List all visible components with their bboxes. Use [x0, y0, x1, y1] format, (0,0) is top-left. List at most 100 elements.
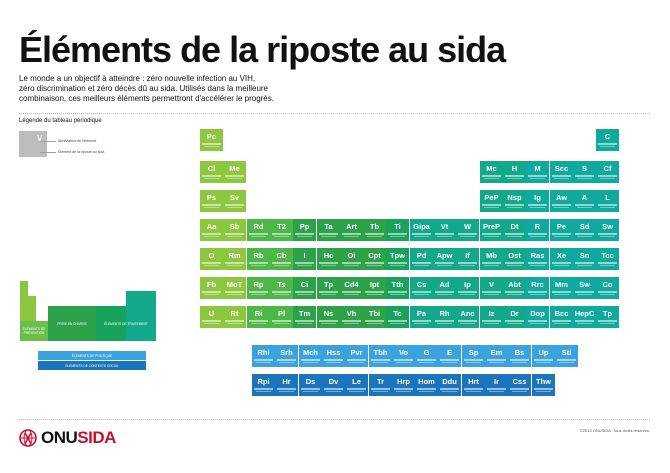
element-name-line [227, 207, 242, 209]
element-cell: Bcc [550, 306, 573, 328]
element-name-line [204, 207, 219, 209]
element-cell: Le [345, 374, 368, 396]
element-cell: Rpi [252, 374, 275, 396]
element-symbol: Hss [326, 348, 341, 357]
element-name-line [510, 388, 529, 390]
element-symbol: Sti [561, 348, 572, 357]
element-name-line [487, 359, 506, 361]
element-symbol: Sw [579, 280, 590, 289]
element-name-line [365, 233, 384, 235]
element-name-line [489, 362, 504, 364]
element-symbol: Me [229, 164, 240, 173]
element-symbol: M [534, 164, 541, 173]
element-name-line [460, 294, 475, 296]
element-name-line [249, 233, 268, 235]
element-cell: Pd [410, 248, 433, 270]
mini-block-social: ÉLÉMENTS DE CONTEXTE SOCIAL [38, 361, 146, 370]
element-name-line [394, 388, 413, 390]
element-symbol: Ti [394, 222, 401, 231]
element-name-line [347, 388, 366, 390]
element-name-line [254, 359, 273, 361]
element-cell: Ig [526, 190, 549, 212]
element-cell: Cs [410, 277, 433, 299]
mini-label-treatment: ÉLÉMENTS DE TRAITEMENT [104, 321, 148, 326]
element-name-line [326, 391, 341, 393]
onusida-logo: ONUSIDA [19, 428, 116, 448]
element-cell: Rt [223, 306, 246, 328]
element-name-line [202, 320, 221, 322]
element-name-line [204, 236, 219, 238]
element-name-line [530, 323, 545, 325]
element-cell: Em [485, 345, 508, 367]
element-cell: Pe [550, 219, 573, 241]
element-cell: Thw [532, 374, 555, 396]
element-cell: If [456, 248, 479, 270]
mini-block-treatment: ÉLÉMENTS DE TRAITEMENT [96, 306, 156, 341]
element-name-line [484, 236, 499, 238]
element-cell: Tbi [363, 306, 386, 328]
intro-line: Le monde a un objectif à atteindre : zér… [19, 74, 256, 83]
element-name-line [326, 362, 341, 364]
element-name-line [557, 359, 576, 361]
element-name-line [277, 359, 296, 361]
element-symbol: Cpt [368, 251, 381, 260]
element-symbol: Tb [369, 222, 380, 231]
element-name-line [225, 204, 244, 206]
element-name-line [437, 236, 452, 238]
element-name-line [505, 175, 524, 177]
element-symbol: Pl [277, 309, 286, 318]
element-name-line [554, 236, 569, 238]
copyright: ©2013 ONUSIDA. Tous droits réservés. [579, 428, 650, 433]
mini-block-prevention: ÉLÉMENTS DE PRÉVENTION [20, 321, 48, 341]
element-name-line [435, 233, 454, 235]
element-name-line [512, 362, 527, 364]
element-cell: M [526, 161, 549, 183]
element-name-line [319, 320, 338, 322]
element-name-line [297, 265, 312, 267]
element-cell: Tpw [386, 248, 409, 270]
element-symbol: Sw [602, 222, 613, 231]
element-name-line [342, 262, 361, 264]
element-name-line [507, 265, 522, 267]
element-symbol: Dop [530, 309, 545, 318]
element-name-line [437, 265, 452, 267]
element-symbol: R [534, 222, 541, 231]
element-cell: Mm [550, 277, 573, 299]
element-cell: Sn [573, 248, 596, 270]
element-name-line [482, 291, 501, 293]
element-cell: Ti [386, 219, 409, 241]
element-name-line [279, 362, 294, 364]
element-symbol: Ras [530, 251, 545, 260]
element-name-line [297, 294, 312, 296]
element-name-line [274, 265, 289, 267]
element-symbol: Rm [228, 251, 241, 260]
element-name-line [419, 362, 434, 364]
element-cell: Ta [317, 219, 340, 241]
element-name-line [534, 359, 553, 361]
element-name-line [552, 204, 571, 206]
element-name-line [321, 236, 336, 238]
element-symbol: Srh [280, 348, 293, 357]
element-symbol: Mc [486, 164, 497, 173]
element-cell: L [596, 190, 619, 212]
element-symbol: Ci [300, 280, 309, 289]
element-name-line [202, 262, 221, 264]
element-name-line [321, 265, 336, 267]
element-symbol: Sv [229, 193, 240, 202]
element-name-line [272, 291, 291, 293]
element-name-line [394, 359, 413, 361]
element-name-line [396, 362, 411, 364]
element-symbol: Ig [534, 193, 541, 202]
element-symbol: Nsp [507, 193, 522, 202]
element-symbol: MoT [226, 280, 243, 289]
element-name-line [512, 391, 527, 393]
logo-wordmark: ONUSIDA [41, 428, 116, 448]
element-symbol: Cd4 [344, 280, 359, 289]
element-symbol: Ps [206, 193, 217, 202]
element-name-line [390, 265, 405, 267]
element-symbol: U [208, 309, 215, 318]
element-name-line [554, 294, 569, 296]
element-symbol: Rrc [531, 280, 544, 289]
element-name-line [530, 294, 545, 296]
element-name-line [482, 320, 501, 322]
